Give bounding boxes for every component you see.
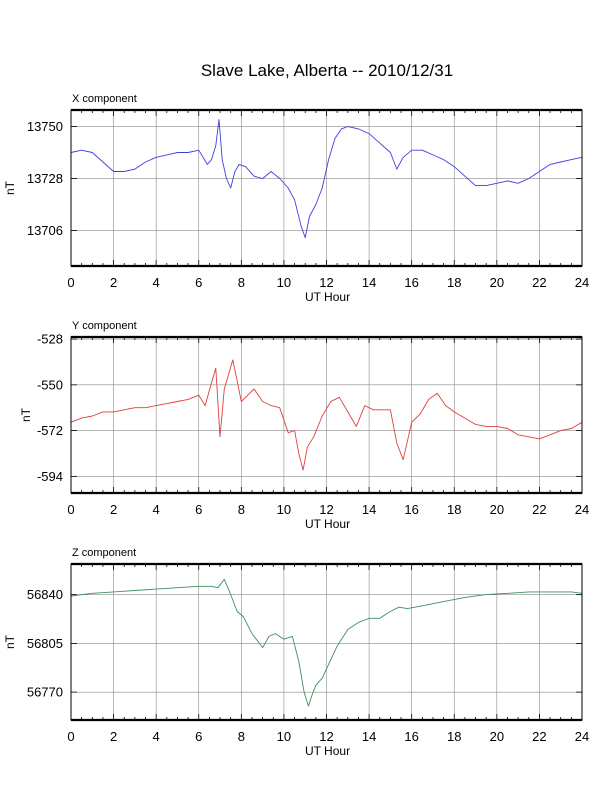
x-tick-label: 4 (153, 502, 160, 517)
panel-label: Z component (72, 547, 136, 559)
x-tick-label: 20 (490, 275, 504, 290)
x-tick-label: 22 (532, 502, 546, 517)
y-tick-label: 56840 (27, 587, 63, 602)
x-tick-label: 16 (404, 729, 418, 744)
y-tick-label: -594 (37, 469, 63, 484)
x-tick-label: 8 (238, 275, 245, 290)
x-tick-label: 24 (575, 502, 589, 517)
y-axis-label: nT (19, 407, 33, 422)
x-tick-label: 12 (319, 275, 333, 290)
x-tick-label: 20 (490, 729, 504, 744)
panel-label: Y component (72, 320, 137, 332)
x-tick-label: 10 (277, 275, 291, 290)
series-line (70, 119, 583, 239)
x-tick-label: 12 (319, 502, 333, 517)
x-tick-label: 18 (447, 275, 461, 290)
x-tick-label: 4 (153, 729, 160, 744)
series-line (70, 578, 583, 707)
x-tick-label: 14 (362, 502, 376, 517)
x-tick-label: 20 (490, 502, 504, 517)
x-tick-label: 8 (238, 502, 245, 517)
x-tick-label: 0 (67, 502, 74, 517)
x-tick-label: 4 (153, 275, 160, 290)
x-tick-label: 10 (277, 502, 291, 517)
x-tick-label: 22 (532, 729, 546, 744)
x-tick-label: 12 (319, 729, 333, 744)
x-tick-label: 22 (532, 275, 546, 290)
x-tick-label: 6 (195, 729, 202, 744)
x-tick-label: 0 (67, 729, 74, 744)
x-axis-label: UT Hour (305, 290, 350, 304)
y-tick-label: -528 (37, 332, 63, 347)
x-tick-label: 2 (110, 729, 117, 744)
x-tick-label: 16 (404, 502, 418, 517)
x-tick-label: 14 (362, 275, 376, 290)
x-tick-label: 24 (575, 275, 589, 290)
y-axis-label: nT (3, 180, 17, 195)
x-tick-label: 10 (277, 729, 291, 744)
y-tick-label: 56805 (27, 636, 63, 651)
x-tick-label: 18 (447, 729, 461, 744)
x-tick-label: 6 (195, 502, 202, 517)
series-line (70, 359, 583, 471)
x-tick-label: 2 (110, 502, 117, 517)
y-tick-label: 56770 (27, 685, 63, 700)
panel-label: X component (72, 93, 137, 105)
x-tick-label: 0 (67, 275, 74, 290)
y-tick-label: 13750 (27, 119, 63, 134)
y-axis-label: nT (3, 634, 17, 649)
x-tick-label: 2 (110, 275, 117, 290)
y-tick-label: -572 (37, 423, 63, 438)
x-tick-label: 14 (362, 729, 376, 744)
x-tick-label: 18 (447, 502, 461, 517)
x-tick-label: 6 (195, 275, 202, 290)
x-tick-label: 16 (404, 275, 418, 290)
y-tick-label: 13706 (27, 223, 63, 238)
y-tick-label: 13728 (27, 171, 63, 186)
x-axis-label: UT Hour (305, 517, 350, 531)
x-axis-label: UT Hour (305, 744, 350, 758)
figure-title: Slave Lake, Alberta -- 2010/12/31 (201, 61, 453, 80)
x-tick-label: 24 (575, 729, 589, 744)
y-tick-label: -550 (37, 377, 63, 392)
x-tick-label: 8 (238, 729, 245, 744)
